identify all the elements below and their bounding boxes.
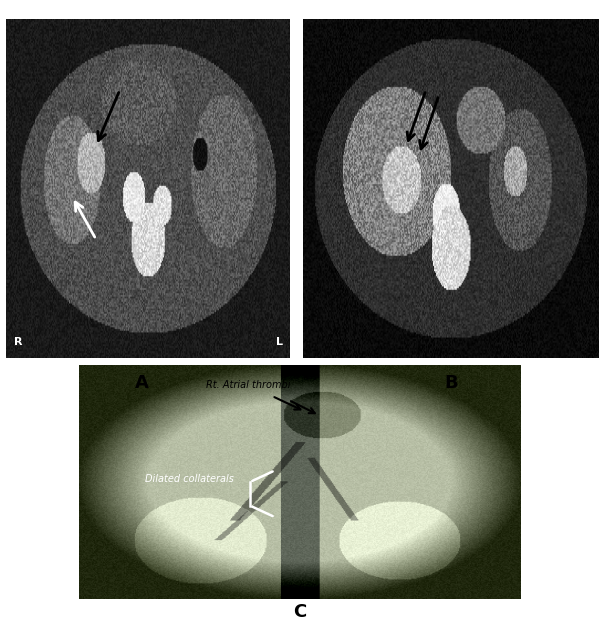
Text: L: L	[276, 337, 283, 347]
Text: Dilated collaterals: Dilated collaterals	[145, 474, 234, 484]
Text: A: A	[136, 374, 149, 392]
Text: C: C	[293, 603, 306, 618]
Text: B: B	[444, 374, 457, 392]
Text: R: R	[14, 337, 22, 347]
Text: Rt. Atrial thrombi: Rt. Atrial thrombi	[206, 380, 290, 390]
